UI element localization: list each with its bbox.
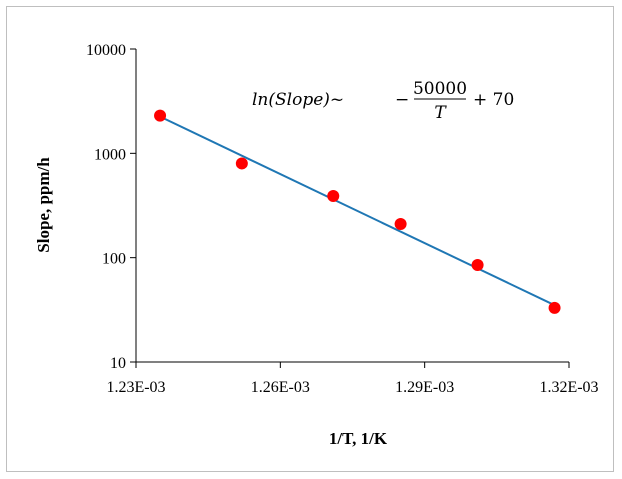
y-tick-label: 100 bbox=[102, 251, 126, 268]
equation-minus: − bbox=[395, 90, 409, 110]
x-tick-label: 1.32E-03 bbox=[539, 379, 598, 396]
x-tick-label: 1.29E-03 bbox=[395, 379, 454, 396]
equation-denominator: T bbox=[434, 103, 447, 123]
x-tick-label: 1.26E-03 bbox=[251, 379, 310, 396]
fit-line bbox=[159, 115, 556, 307]
chart-area bbox=[6, 6, 614, 472]
equation-numerator: 50000 bbox=[413, 79, 467, 99]
marks bbox=[154, 109, 561, 314]
y-axis-title: Slope, ppm/h bbox=[34, 157, 53, 253]
data-point bbox=[471, 259, 484, 272]
equation-rhs: + 70 bbox=[473, 90, 514, 110]
data-point bbox=[548, 301, 561, 314]
y-tick-label: 10 bbox=[110, 355, 126, 372]
x-tick-label: 1.23E-03 bbox=[106, 379, 165, 396]
y-tick-label: 1000 bbox=[94, 146, 126, 163]
data-point bbox=[327, 189, 340, 202]
data-point bbox=[394, 218, 407, 231]
data-point bbox=[235, 157, 248, 170]
x-axis-title: 1/T, 1/K bbox=[329, 429, 388, 448]
equation-lhs: ln(Slope)~ bbox=[252, 90, 344, 110]
equation-annotation: ln(Slope)~ − 50000 T + 70 bbox=[252, 79, 514, 123]
y-tick-label: 10000 bbox=[86, 42, 126, 59]
data-point bbox=[154, 109, 167, 122]
axes bbox=[130, 48, 570, 368]
labels: 10 100 1000 10000 1.23E-03 1.26E-03 1.29E-03 1.… bbox=[86, 42, 599, 396]
